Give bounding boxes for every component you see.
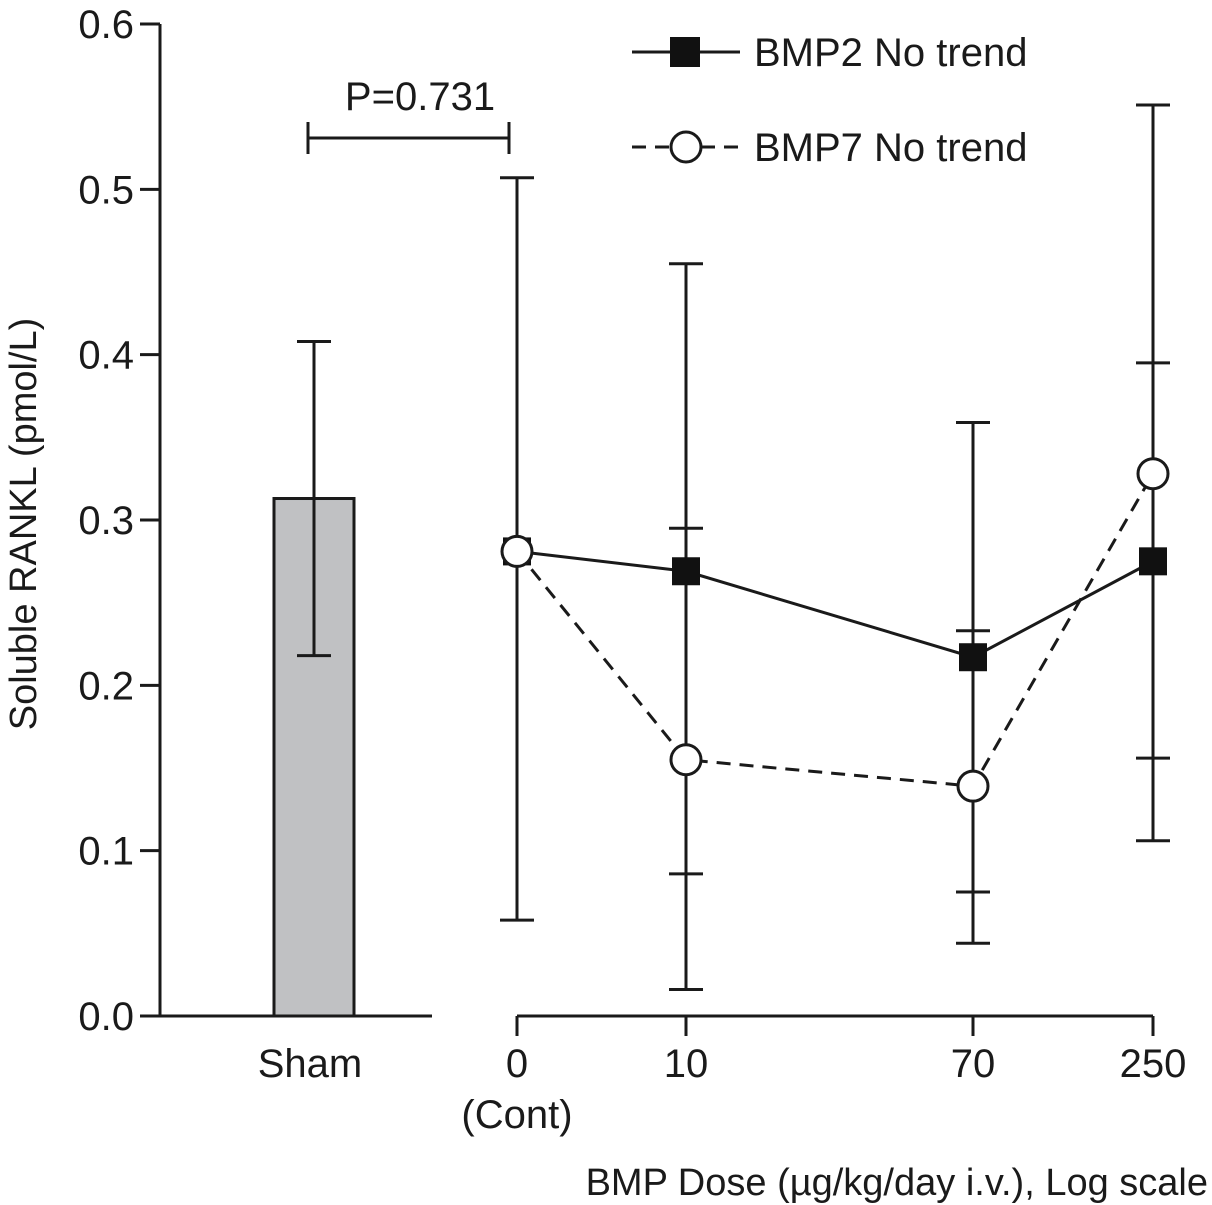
y-tick-label: 0.1: [78, 830, 134, 874]
bmp2-point: [1139, 547, 1167, 576]
error-bars: [297, 103, 1170, 992]
bmp7-point: [669, 743, 703, 777]
series-lines: [515, 472, 1155, 788]
legend-marker-bmp7: [669, 130, 703, 164]
bmp2-point: [959, 643, 987, 672]
y-tick-label: 0.0: [78, 995, 134, 1039]
y-tick-label: 0.6: [78, 3, 134, 47]
p-value-annotation: P=0.731: [306, 75, 511, 154]
x-tick-label-dose: 70: [951, 1042, 996, 1086]
x-tick-label-dose: 0: [506, 1042, 528, 1086]
y-tick-label: 0.2: [78, 664, 134, 708]
legend-label-bmp2: BMP2 No trend: [754, 31, 1027, 75]
p-value-label: P=0.731: [345, 75, 495, 119]
y-axis-title: Soluble RANKL (pmol/L): [3, 318, 45, 731]
legend-marker-bmp2: [670, 37, 700, 67]
bmp2-line: [516, 549, 1154, 659]
x-axis-title: BMP Dose (µg/kg/day i.v.), Log scale: [586, 1162, 1208, 1204]
x-tick-label-dose: 10: [664, 1042, 709, 1086]
axes: 0.0 0.1 0.2 0.3 0.4 0.5 0.6 Soluble RANKL (pmol…: [3, 3, 1208, 1204]
x-tick-sublabel: (Cont): [461, 1093, 572, 1137]
bmp7-point: [1136, 457, 1170, 491]
series-markers: [500, 457, 1170, 803]
y-tick-label: 0.5: [78, 168, 134, 212]
legend-label-bmp7: BMP7 No trend: [754, 126, 1027, 170]
bmp7-point: [500, 534, 534, 568]
bmp7-point: [956, 769, 990, 803]
bmp7-line: [515, 472, 1155, 788]
x-tick-label-sham: Sham: [258, 1042, 363, 1086]
y-tick-label: 0.4: [78, 334, 134, 378]
y-tick-label: 0.3: [78, 499, 134, 543]
x-tick-label-dose: 250: [1120, 1042, 1187, 1086]
bmp2-point: [672, 557, 700, 586]
legend: BMP2 No trend BMP7 No trend: [632, 31, 1027, 170]
